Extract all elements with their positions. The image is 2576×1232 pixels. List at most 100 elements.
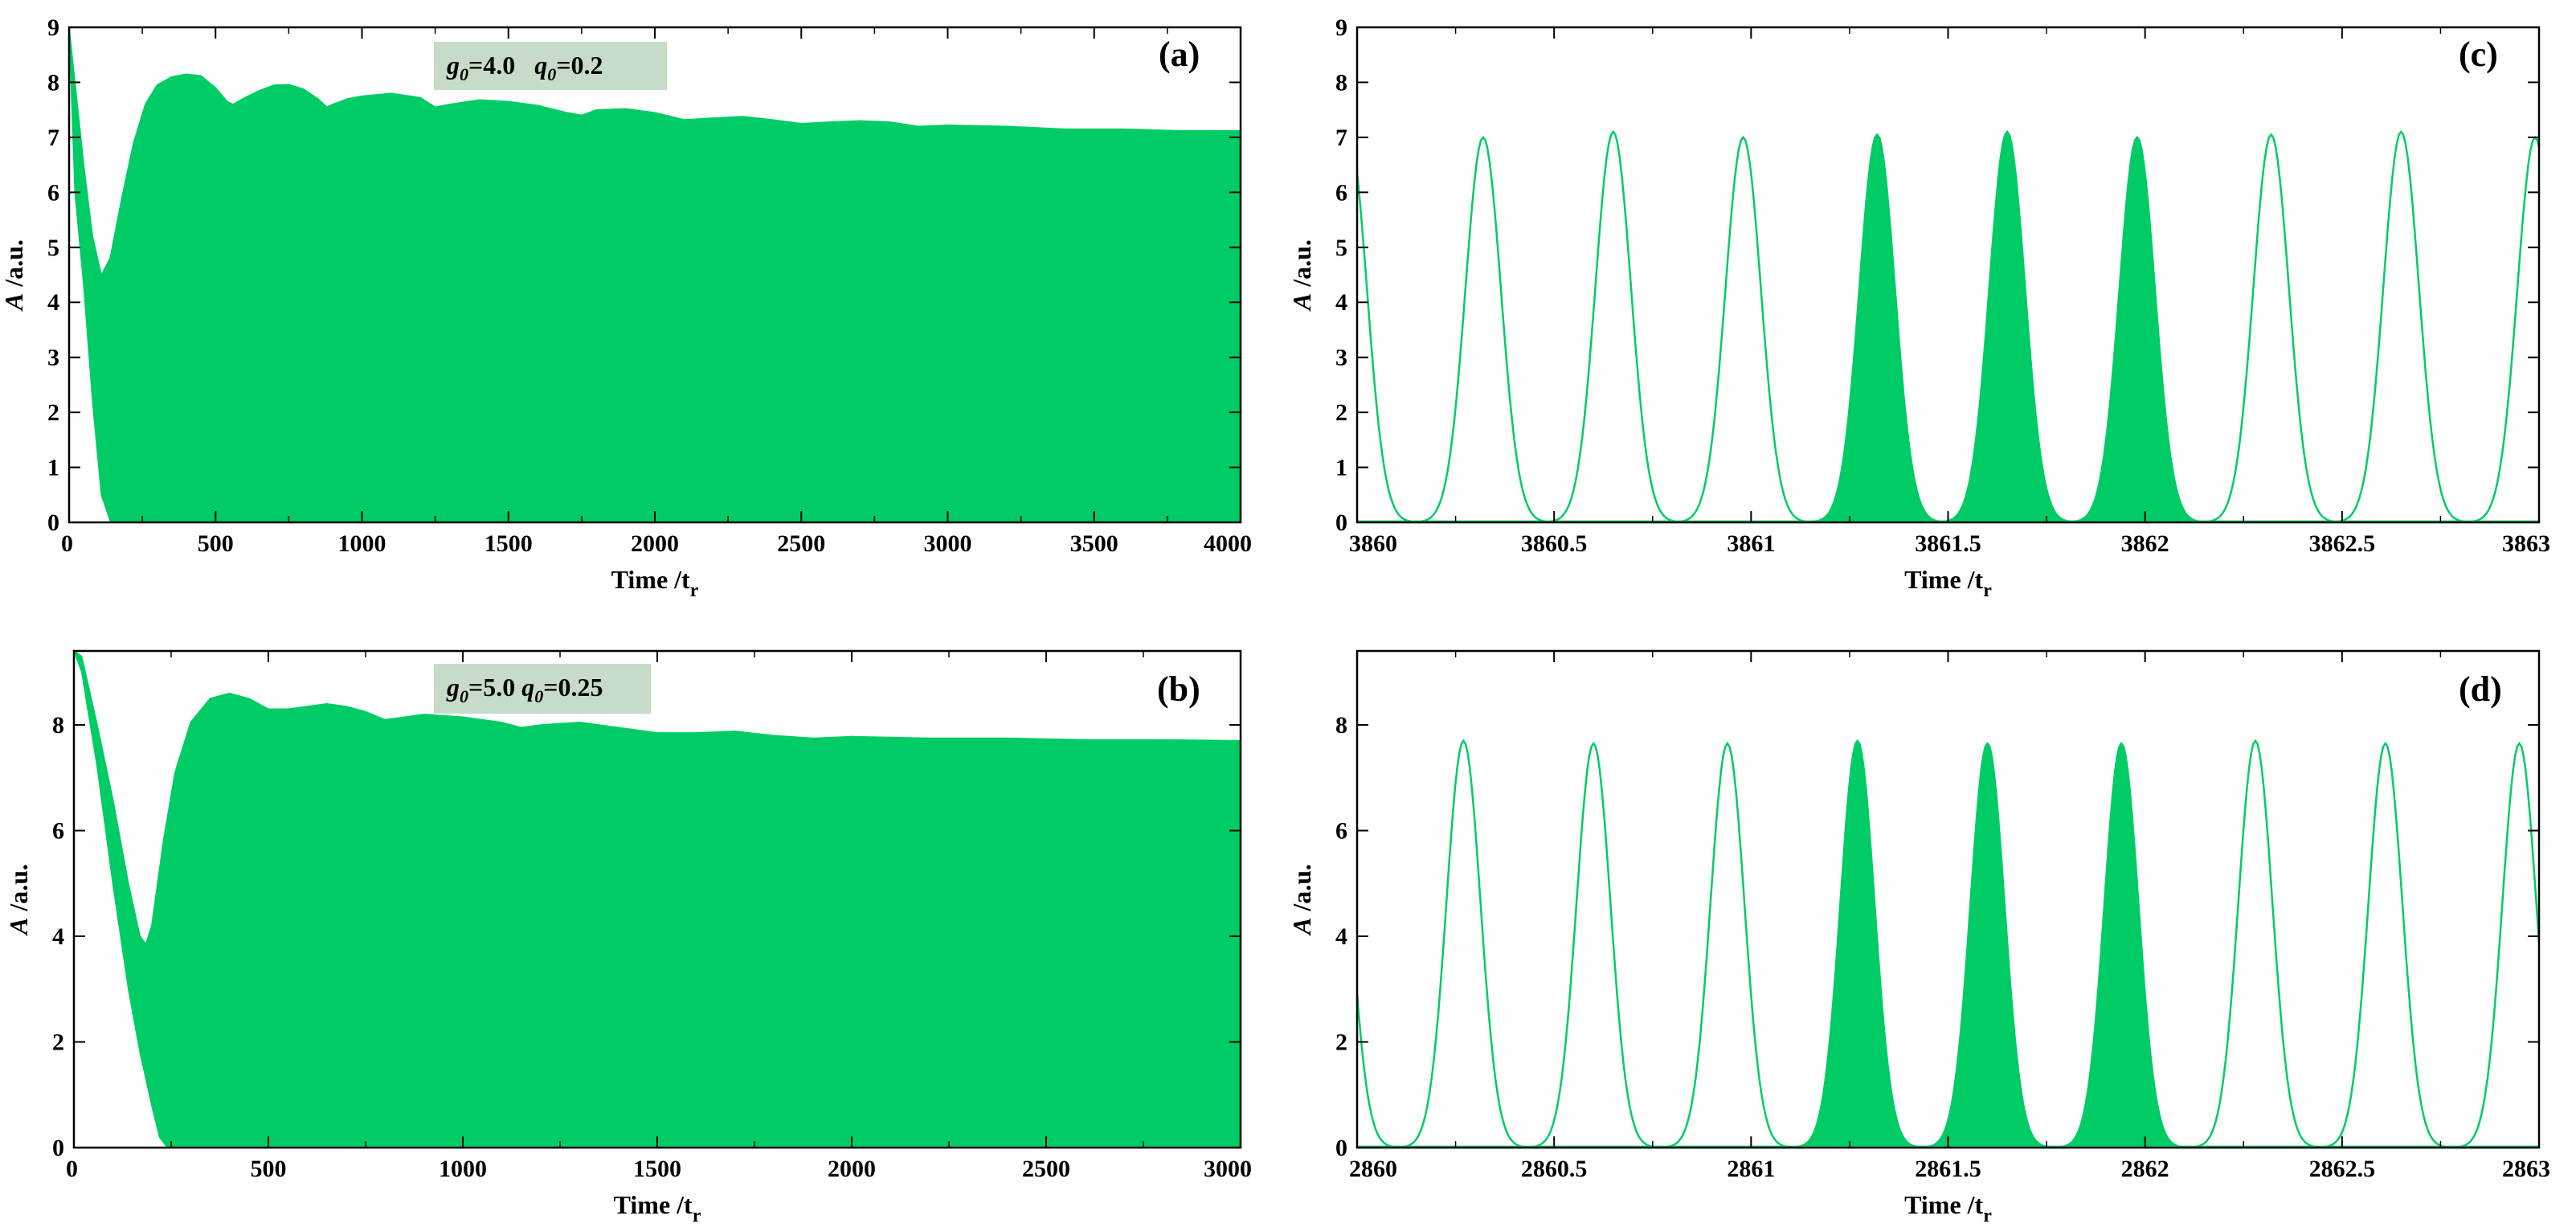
y-axis-label: A /a.u. (1287, 864, 1316, 936)
y-tick-label: 6 (1335, 179, 1347, 206)
x-axis-unit-subscript: r (690, 580, 699, 601)
y-tick-label: 3 (47, 345, 59, 371)
x-axis-unit-subscript: r (693, 1205, 701, 1226)
y-tick-label: 6 (47, 179, 59, 206)
y-tick-label: 5 (1335, 235, 1347, 261)
x-tick-label: 2860.5 (1521, 1156, 1588, 1182)
pulse-filled (1903, 741, 2072, 1148)
x-tick-label: 2000 (828, 1156, 876, 1182)
x-tick-label: 2862.5 (2309, 1156, 2376, 1182)
pulse (2446, 135, 2539, 522)
x-axis-label-slash: / (1961, 565, 1976, 594)
y-tick-label: 2 (47, 399, 59, 426)
x-tick-label: 1500 (633, 1156, 681, 1182)
g-subscript: 0 (460, 64, 468, 84)
x-axis-label-text: Time (614, 1190, 671, 1219)
y-tick-label: 2 (52, 1029, 64, 1056)
x-tick-label: 3863 (2502, 530, 2550, 557)
x-axis-unit: t (684, 1190, 693, 1219)
x-tick-label: 0 (61, 530, 73, 557)
x-tick-label: 3862.5 (2309, 530, 2376, 557)
pulse (2182, 133, 2360, 522)
y-axis-label-symbol: A (0, 293, 28, 312)
annotation-gap (515, 51, 534, 80)
y-axis-label: A /a.u. (0, 239, 28, 312)
oscillation-envelope-area (69, 27, 1241, 522)
g-equals: = (468, 51, 483, 80)
x-tick-label: 2861 (1727, 1156, 1775, 1182)
axes-frame (1355, 26, 2541, 524)
x-tick-label: 3860.5 (1521, 530, 1588, 557)
plot-area (1357, 129, 2539, 522)
g-symbol: g (446, 51, 460, 80)
g-symbol: g (446, 673, 460, 702)
y-tick-label: 4 (47, 289, 59, 316)
annotation-gap (515, 673, 521, 702)
x-tick-label: 2500 (777, 530, 825, 557)
pulse (1357, 165, 1438, 522)
x-axis-label-text: Time (1904, 1190, 1961, 1219)
y-axis-unit: /a.u. (1287, 239, 1316, 293)
y-axis-label-symbol: A (1287, 918, 1316, 936)
x-tick-label: 1500 (485, 530, 533, 557)
x-tick-label: 0 (66, 1156, 78, 1182)
y-tick-label: 0 (52, 1135, 64, 1161)
x-axis-label-text: Time (611, 565, 669, 594)
g0-value: 5.0 (483, 673, 515, 702)
x-tick-label: 3000 (1204, 1156, 1252, 1182)
y-tick-label: 3 (1335, 345, 1347, 371)
axes-frame (1355, 649, 2541, 1149)
x-tick-label: 2500 (1022, 1156, 1070, 1182)
y-tick-label: 6 (1335, 818, 1347, 845)
parameter-annotation-box (434, 42, 667, 90)
y-tick-label: 1 (1335, 455, 1347, 481)
pulse (2300, 741, 2471, 1148)
x-axis-unit: t (1975, 565, 1984, 594)
x-axis-label: Time /tr (614, 1190, 701, 1226)
x-tick-label: 1000 (338, 530, 386, 557)
y-tick-label: 8 (1335, 712, 1347, 739)
y-axis-label-symbol: A (1287, 293, 1316, 312)
parameter-annotation: g0=5.0 q0=0.25 (446, 673, 603, 706)
x-axis-unit-subscript: r (1983, 580, 1992, 601)
pulse-filled (2036, 741, 2206, 1148)
y-tick-label: 4 (52, 923, 64, 950)
x-tick-label: 500 (198, 530, 234, 557)
pulse (1524, 129, 1702, 522)
x-axis-unit-subscript: r (1983, 1205, 1992, 1226)
pulse (2312, 129, 2490, 522)
q-symbol: q (521, 673, 534, 702)
pulse-filled (1773, 739, 1943, 1148)
x-axis-unit: t (1975, 1190, 1984, 1219)
y-axis-label-symbol: A (4, 918, 33, 936)
y-axis-unit: /a.u. (0, 239, 28, 293)
x-tick-label: 2860 (1349, 1156, 1397, 1182)
oscillation-envelope-area (74, 651, 1241, 1148)
x-tick-label: 3862 (2121, 530, 2169, 557)
pulse (1394, 135, 1572, 522)
y-tick-label: 7 (1335, 125, 1347, 151)
x-axis-label: Time /tr (1904, 565, 1992, 601)
q0-value: 0.2 (570, 51, 603, 80)
q-symbol: q (534, 51, 547, 80)
y-tick-label: 4 (1335, 289, 1347, 316)
panel-label: (d) (2459, 669, 2502, 709)
g-subscript: 0 (460, 686, 468, 706)
panel-label: (b) (1157, 669, 1200, 709)
y-tick-label: 4 (1335, 923, 1347, 950)
pulse-filled (2048, 135, 2226, 522)
y-axis-unit: /a.u. (1287, 864, 1316, 918)
y-tick-label: 9 (47, 14, 59, 41)
x-tick-label: 4000 (1204, 530, 1252, 557)
x-tick-label: 2863 (2502, 1156, 2550, 1182)
y-tick-label: 2 (1335, 399, 1347, 426)
y-tick-label: 5 (47, 235, 59, 261)
x-tick-label: 3500 (1070, 530, 1118, 557)
pulse (1379, 739, 1548, 1148)
panel-label: (a) (1159, 35, 1200, 74)
y-axis-label: A /a.u. (1287, 239, 1316, 312)
q-subscript: 0 (534, 686, 543, 706)
x-tick-label: 2862 (2121, 1156, 2169, 1182)
pulse (2435, 741, 2539, 1148)
